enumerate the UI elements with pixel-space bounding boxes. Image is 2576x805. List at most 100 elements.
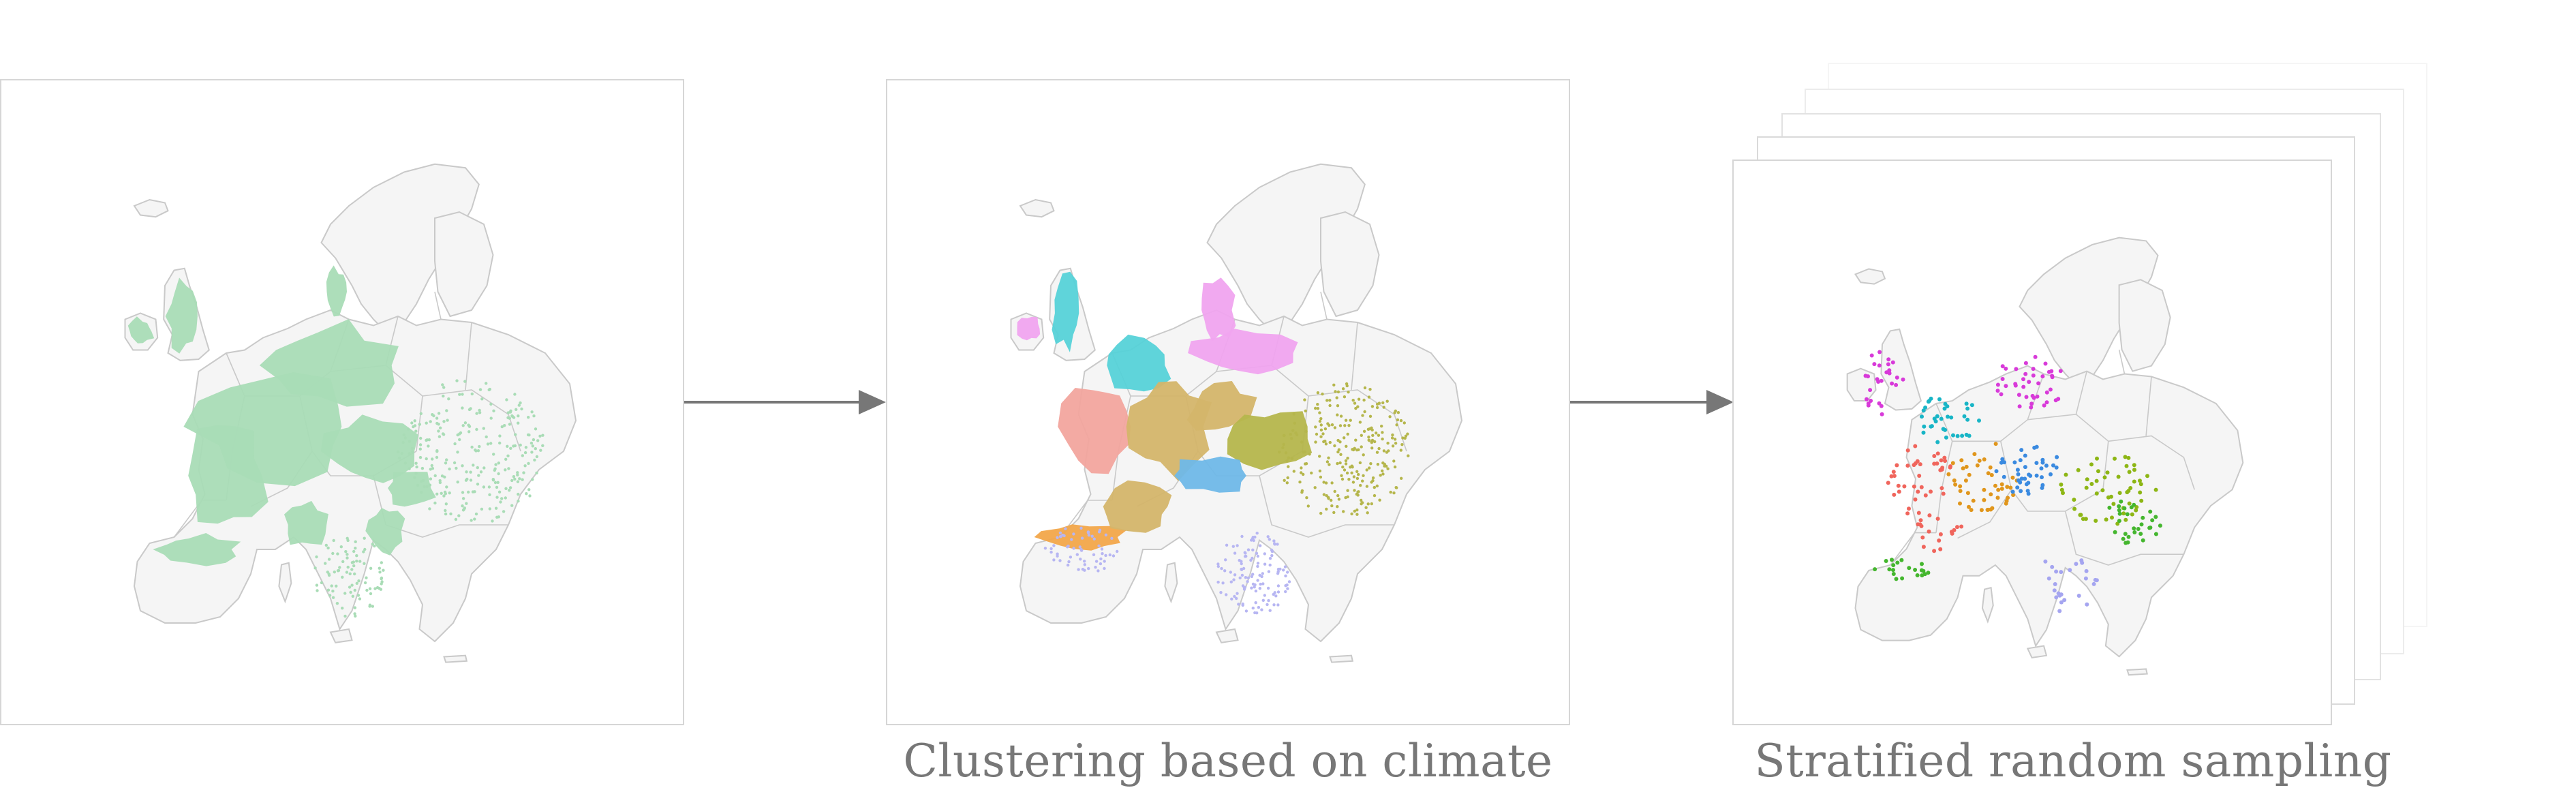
cluster-point — [1094, 566, 1097, 569]
cluster-point — [1355, 508, 1359, 512]
sample-point — [2123, 532, 2128, 536]
cluster-point — [1229, 580, 1233, 583]
occurrence-point — [339, 545, 343, 549]
sample-point — [2057, 593, 2062, 598]
sample-point — [1939, 416, 1944, 421]
cluster-point — [1255, 611, 1259, 615]
sample-point — [2016, 478, 2021, 483]
cluster-point — [1241, 603, 1244, 607]
cluster-point — [1370, 405, 1375, 408]
sample-point — [1941, 491, 1946, 496]
occurrence-point — [464, 479, 468, 482]
sample-point — [2054, 595, 2059, 600]
sample-point — [1949, 530, 1954, 534]
cluster-point — [1246, 548, 1251, 551]
cluster-point — [1361, 501, 1364, 504]
cluster-point — [1316, 407, 1320, 410]
cluster-point — [1231, 545, 1235, 548]
sample-point — [2018, 458, 2023, 463]
cluster-point — [1087, 534, 1091, 537]
cluster-point — [1332, 511, 1336, 515]
sample-point — [1880, 412, 1884, 416]
cluster-point — [1353, 401, 1357, 405]
cluster-point — [1224, 558, 1227, 562]
sample-point — [1894, 577, 1899, 581]
sample-point — [2111, 502, 2116, 506]
cluster-point — [1289, 433, 1292, 436]
sample-point — [2096, 469, 2100, 474]
cluster-point — [1385, 399, 1389, 403]
cluster-point — [1083, 560, 1086, 563]
occurrence-point — [487, 485, 491, 489]
sample-point — [2126, 534, 2131, 539]
occurrence-point — [517, 414, 520, 418]
occurrence-point — [437, 412, 441, 415]
sample-point — [2019, 489, 2023, 493]
cluster-point — [1230, 597, 1233, 601]
right-arrow-icon — [684, 390, 886, 414]
occurrence-point — [369, 592, 373, 596]
cluster-point — [1276, 584, 1281, 588]
occurrence-point — [510, 414, 514, 418]
occurrence-point — [527, 488, 531, 491]
cluster-point — [1366, 511, 1369, 515]
sample-point — [2024, 395, 2029, 399]
sample-point — [1958, 484, 1963, 489]
occurrence-point — [497, 461, 500, 465]
sample-point — [2126, 455, 2131, 460]
occurrence-point — [353, 572, 356, 576]
cluster-area — [1188, 329, 1298, 375]
sample-point — [2023, 465, 2027, 470]
cluster-point — [1373, 485, 1376, 489]
sample-point — [1965, 417, 1970, 422]
occurrence-point — [350, 583, 354, 587]
occurrence-point — [369, 566, 373, 570]
sample-point — [2031, 373, 2036, 378]
sample-point — [1890, 558, 1894, 562]
occurrence-point — [538, 434, 542, 438]
occurrence-point — [348, 572, 352, 575]
sample-point — [2015, 485, 2020, 490]
cluster-point — [1341, 387, 1345, 391]
sample-point — [1920, 562, 1924, 566]
cluster-area — [1201, 277, 1236, 341]
cluster-point — [1287, 580, 1291, 583]
occurrence-point — [476, 483, 480, 486]
sample-point — [2012, 460, 2017, 465]
occurrence-point — [530, 410, 534, 414]
cluster-point — [1370, 438, 1375, 442]
occurrence-point — [324, 543, 328, 547]
sample-point — [2084, 485, 2089, 490]
cluster-point — [1337, 498, 1341, 501]
occurrence-point — [410, 421, 414, 425]
sample-point — [2059, 482, 2064, 487]
occurrence-point — [497, 472, 500, 476]
occurrence-point — [353, 588, 356, 592]
occurrence-point — [453, 461, 457, 465]
occurrence-point — [514, 433, 517, 436]
occurrence-point — [442, 394, 445, 398]
sample-point — [1926, 571, 1931, 575]
occurrence-point — [327, 558, 331, 561]
cluster-point — [1359, 483, 1362, 487]
cluster-point — [1056, 536, 1059, 539]
occurrence-point — [461, 504, 464, 508]
sample-point — [1891, 470, 1896, 474]
cluster-point — [1244, 609, 1248, 613]
cluster-point — [1341, 466, 1345, 469]
occurrence-point — [498, 441, 502, 445]
sample-point — [2127, 470, 2132, 474]
sample-point — [2029, 401, 2034, 406]
cluster-point — [1355, 492, 1358, 496]
sample-point — [1977, 419, 1981, 423]
sample-point — [1879, 378, 1884, 383]
occurrence-point — [523, 464, 527, 468]
occurrence-point — [461, 406, 464, 410]
occurrence-point — [517, 404, 521, 407]
sample-point — [1923, 493, 1928, 498]
cluster-point — [1276, 543, 1279, 546]
occurrence-point — [358, 560, 362, 563]
occurrence-point — [438, 435, 442, 438]
sample-point — [2153, 487, 2158, 492]
occurrence-point — [467, 425, 472, 428]
